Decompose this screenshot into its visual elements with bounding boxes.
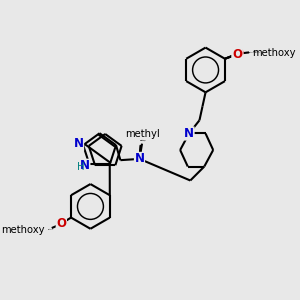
Text: O: O [56,218,66,230]
Text: O: O [233,47,243,60]
Text: methoxy: methoxy [244,52,251,53]
Text: O: O [232,48,242,61]
Text: O: O [232,48,242,61]
Text: methyl: methyl [141,140,146,141]
Text: methoxy: methoxy [255,52,261,53]
Text: methyl: methyl [125,129,160,139]
Text: methoxy: methoxy [2,224,45,235]
Text: N: N [74,137,84,150]
Text: methoxy: methoxy [252,48,296,58]
Text: methyl_N: methyl_N [140,139,146,141]
Text: H: H [77,162,84,172]
Text: O: O [56,218,66,230]
Text: methoxy: methoxy [253,51,259,52]
Text: N: N [80,159,90,172]
Text: methoxy: methoxy [249,52,256,53]
Text: N: N [134,152,145,165]
Text: N: N [184,127,194,140]
Text: methoxy: methoxy [47,229,54,230]
